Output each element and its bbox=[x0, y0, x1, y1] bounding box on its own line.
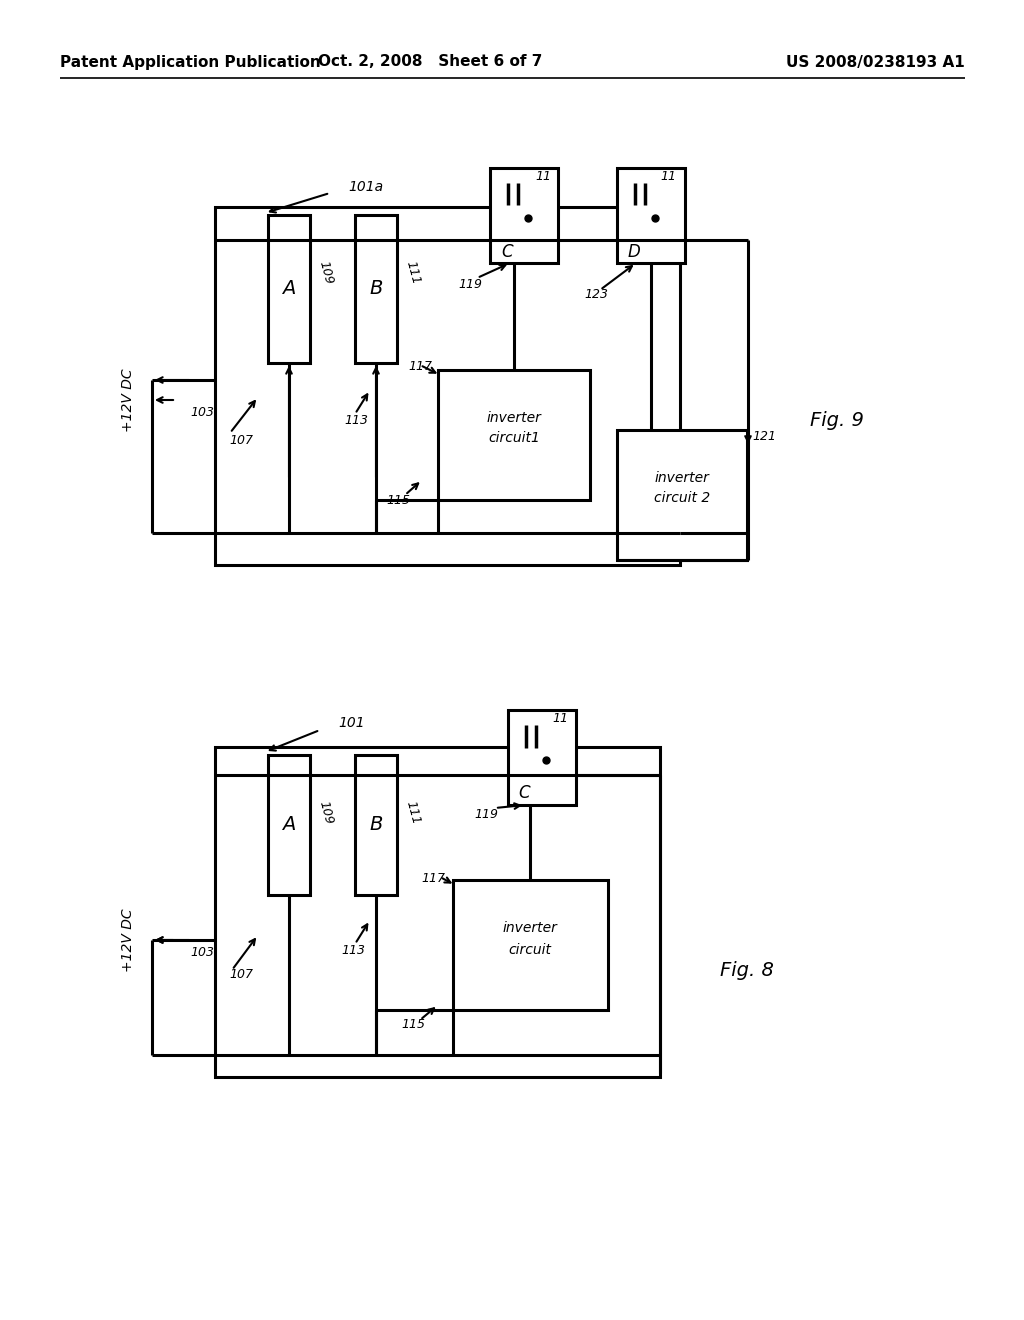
Bar bbox=[617, 168, 685, 263]
Text: Oct. 2, 2008   Sheet 6 of 7: Oct. 2, 2008 Sheet 6 of 7 bbox=[317, 54, 542, 70]
Text: 109: 109 bbox=[316, 260, 335, 286]
Text: B: B bbox=[370, 816, 383, 834]
Text: 121: 121 bbox=[752, 430, 776, 444]
Bar bbox=[355, 755, 397, 895]
Text: circuit1: circuit1 bbox=[488, 432, 540, 445]
Text: 101a: 101a bbox=[348, 180, 383, 194]
Bar bbox=[508, 710, 575, 805]
Text: D: D bbox=[628, 243, 640, 261]
Text: 103: 103 bbox=[190, 405, 214, 418]
Text: C: C bbox=[518, 784, 529, 803]
Text: 115: 115 bbox=[401, 1019, 425, 1031]
Text: 115: 115 bbox=[386, 494, 410, 507]
Text: Fig. 9: Fig. 9 bbox=[810, 411, 864, 429]
Text: US 2008/0238193 A1: US 2008/0238193 A1 bbox=[786, 54, 965, 70]
Bar bbox=[215, 747, 660, 1077]
Text: 107: 107 bbox=[229, 969, 253, 982]
Bar bbox=[268, 755, 310, 895]
Text: 11: 11 bbox=[552, 711, 568, 725]
Text: 101: 101 bbox=[338, 715, 365, 730]
Text: 103: 103 bbox=[190, 945, 214, 958]
Text: 119: 119 bbox=[458, 279, 482, 292]
Text: A: A bbox=[283, 816, 296, 834]
Text: 109: 109 bbox=[316, 800, 335, 826]
Bar bbox=[438, 370, 590, 500]
Text: A: A bbox=[283, 280, 296, 298]
Text: circuit: circuit bbox=[509, 942, 552, 957]
Text: 111: 111 bbox=[403, 800, 422, 826]
Text: inverter: inverter bbox=[503, 921, 557, 935]
Bar bbox=[215, 207, 680, 565]
Text: 113: 113 bbox=[341, 944, 365, 957]
Text: +12V DC: +12V DC bbox=[121, 908, 135, 972]
Text: 113: 113 bbox=[344, 413, 368, 426]
Bar bbox=[617, 430, 746, 560]
Text: +12V DC: +12V DC bbox=[121, 368, 135, 432]
Text: 107: 107 bbox=[229, 433, 253, 446]
Text: 119: 119 bbox=[474, 808, 498, 821]
Text: 111: 111 bbox=[403, 260, 422, 286]
Text: Patent Application Publication: Patent Application Publication bbox=[60, 54, 321, 70]
Text: inverter: inverter bbox=[654, 471, 710, 484]
Text: 11: 11 bbox=[660, 170, 676, 183]
Text: Fig. 8: Fig. 8 bbox=[720, 961, 774, 979]
Text: circuit 2: circuit 2 bbox=[654, 491, 710, 506]
Text: B: B bbox=[370, 280, 383, 298]
Bar bbox=[490, 168, 558, 263]
Text: 117: 117 bbox=[421, 871, 445, 884]
Text: 123: 123 bbox=[584, 289, 608, 301]
Text: C: C bbox=[501, 243, 513, 261]
Text: inverter: inverter bbox=[486, 411, 542, 425]
Text: 117: 117 bbox=[408, 360, 432, 374]
Bar bbox=[355, 215, 397, 363]
Bar bbox=[453, 880, 608, 1010]
Bar bbox=[268, 215, 310, 363]
Text: 11: 11 bbox=[535, 170, 551, 183]
